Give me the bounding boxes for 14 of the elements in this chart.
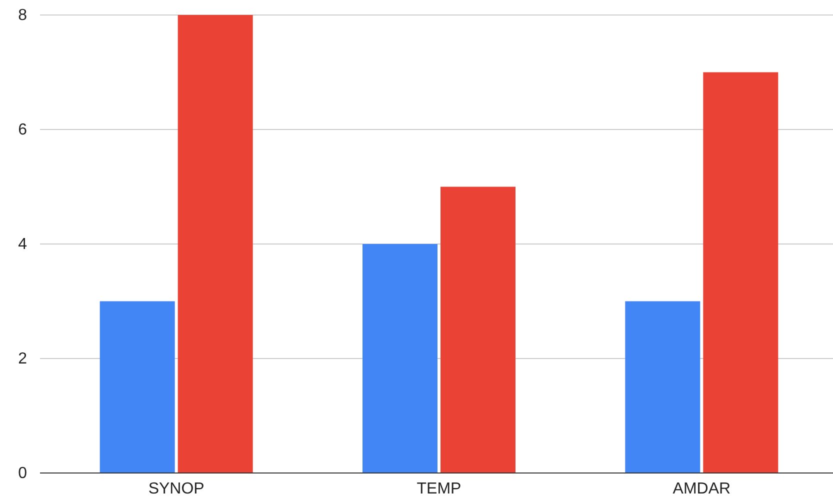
- bar: [100, 301, 175, 473]
- bar: [440, 186, 516, 473]
- y-tick-label: 4: [18, 236, 28, 254]
- bar: [178, 15, 253, 473]
- y-tick-label: 0: [18, 465, 28, 482]
- bar: [625, 301, 700, 473]
- y-tick-label: 2: [18, 350, 28, 368]
- x-tick-label: SYNOP: [148, 480, 204, 498]
- y-tick-label: 6: [18, 122, 28, 139]
- bar: [703, 72, 778, 473]
- bar: [362, 244, 438, 473]
- y-tick-label: 8: [18, 7, 28, 24]
- x-tick-label: AMDAR: [672, 480, 731, 498]
- x-tick-label: TEMP: [416, 480, 462, 498]
